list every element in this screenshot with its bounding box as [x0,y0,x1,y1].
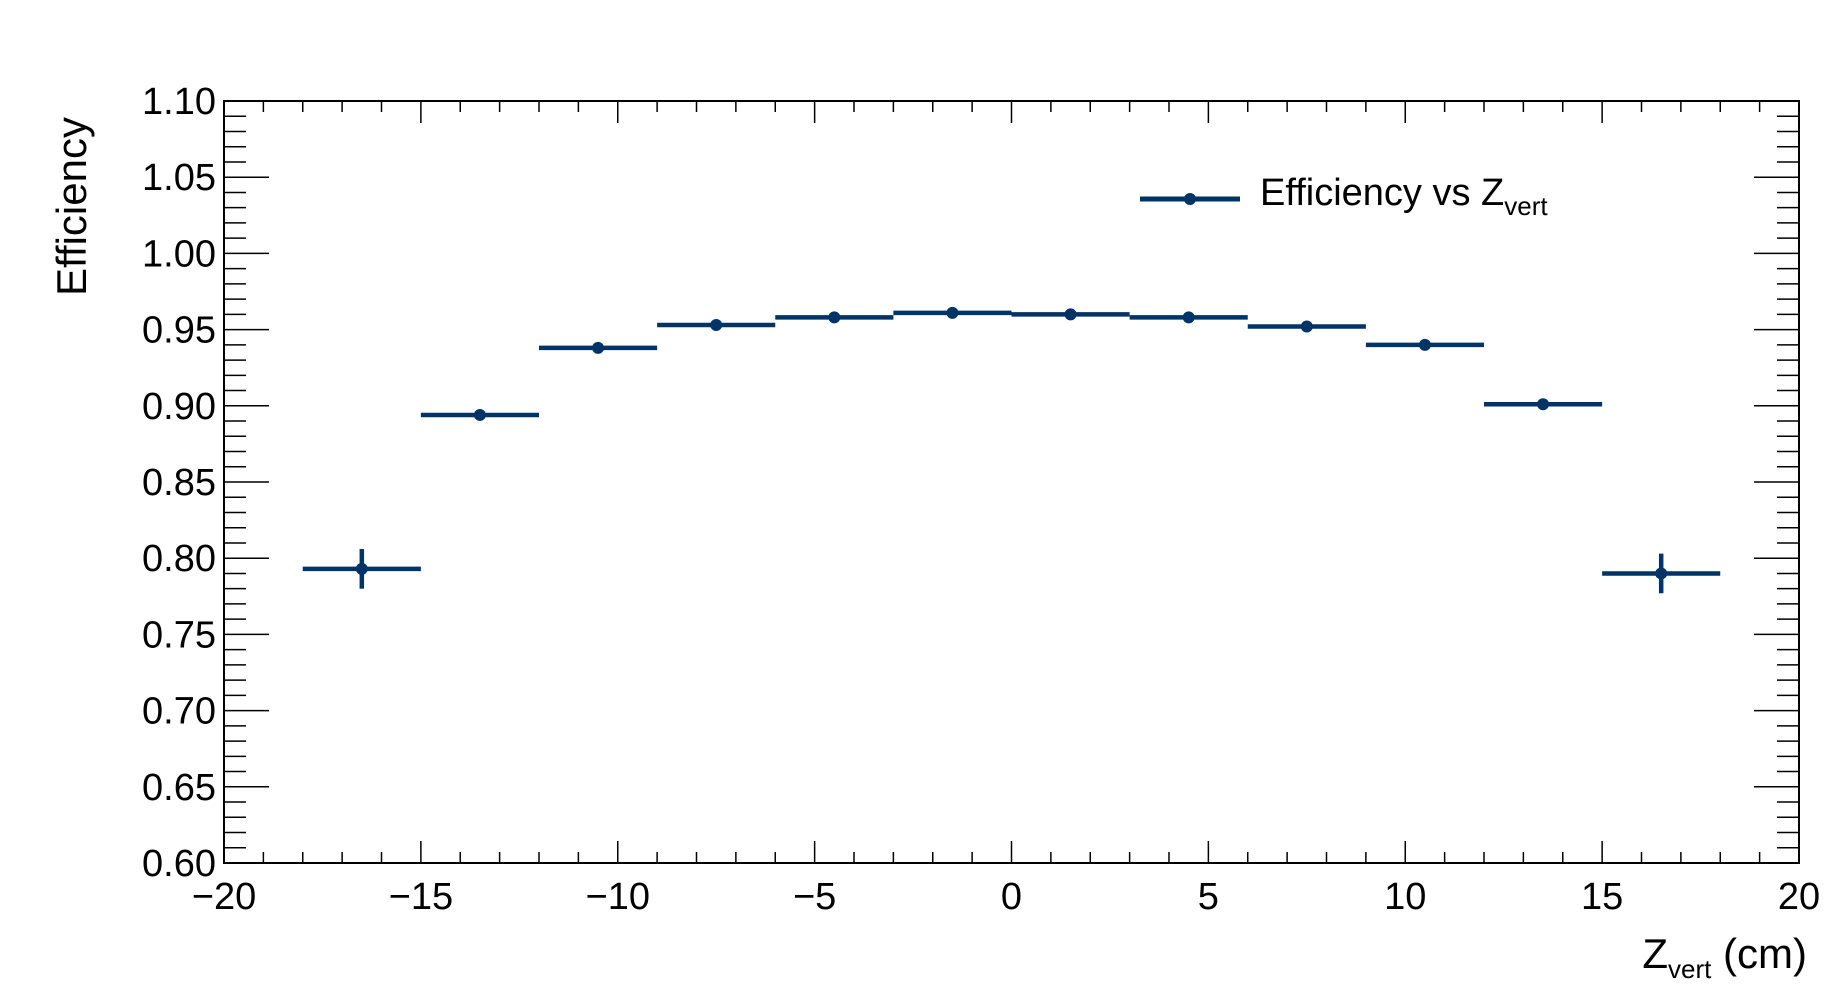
data-point [893,306,1012,319]
x-tick-label: 20 [1778,876,1820,918]
plot-frame [223,100,1800,864]
x-tick-label: −20 [192,876,256,918]
x-axis-title: Zvert (cm) [1642,930,1807,984]
x-tick-label: 10 [1384,876,1426,918]
data-marker [592,341,605,354]
data-marker [1655,567,1668,580]
legend-label: Efficiency vs Zvert [1260,172,1548,221]
data-marker [1182,311,1195,324]
y-tick-label: 0.80 [142,538,216,580]
y-axis-tick-labels: 0.60 0.65 0.70 0.75 0.80 0.85 0.90 0.95 1.00 1.05… [142,81,216,885]
y-tick-label: 0.95 [142,310,216,352]
y-tick-label: 1.00 [142,233,216,275]
data-marker [828,311,841,324]
y-tick-label: 0.65 [142,767,216,809]
data-point [420,408,539,421]
data-marker [355,562,368,575]
data-marker [1418,338,1431,351]
x-tick-label: −15 [389,876,453,918]
x-axis-ticks [223,101,1800,863]
x-tick-label: 15 [1581,876,1623,918]
x-axis-title-sub: vert [1668,954,1712,984]
data-marker [1064,308,1077,321]
legend: Efficiency vs Zvert [1140,172,1548,221]
data-point [302,549,421,589]
y-axis-ticks [224,100,1799,864]
data-marker [473,408,486,421]
data-point [1602,553,1721,594]
legend-marker-dot [1184,193,1196,205]
data-point [1247,320,1366,333]
x-axis-tick-labels: −20 −15 −10 −5 0 5 10 15 20 [192,876,1820,918]
data-marker [1300,320,1313,333]
data-point [1484,398,1603,411]
y-tick-label: 0.85 [142,462,216,504]
x-axis-title-main: Z [1642,930,1668,977]
y-tick-label: 0.75 [142,614,216,656]
legend-label-main: Efficiency vs Z [1260,172,1504,214]
data-marker [1537,398,1550,411]
data-point [1129,311,1248,324]
data-marker [710,319,723,332]
data-point [1365,338,1484,351]
x-axis-title-unit: (cm) [1711,930,1807,977]
legend-label-sub: vert [1504,191,1548,221]
x-tick-label: −5 [793,876,836,918]
x-tick-label: −10 [586,876,650,918]
y-tick-label: 0.90 [142,386,216,428]
data-point [1011,308,1130,321]
data-point [657,319,776,332]
data-marker [946,306,959,319]
data-points [302,306,1721,594]
y-tick-label: 1.10 [142,81,216,123]
y-axis-title: Efficiency [48,117,95,296]
data-point [775,311,894,324]
x-tick-label: 5 [1198,876,1219,918]
y-tick-label: 1.05 [142,157,216,199]
x-tick-label: 0 [1001,876,1022,918]
y-tick-label: 0.60 [142,843,216,885]
y-tick-label: 0.70 [142,691,216,733]
data-point [539,341,658,354]
